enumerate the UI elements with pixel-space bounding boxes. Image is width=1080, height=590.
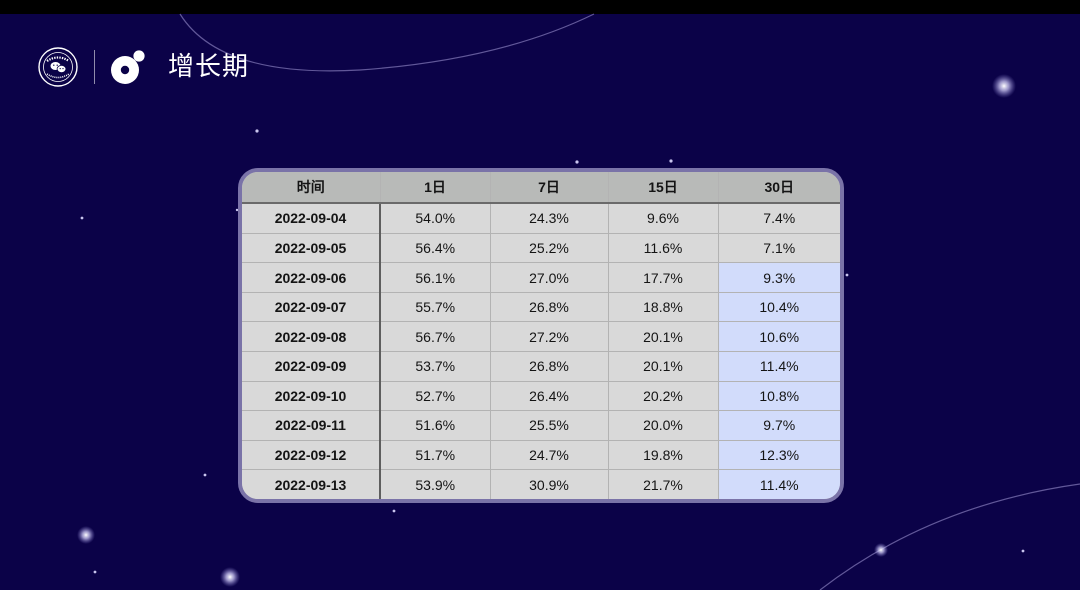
day30-cell: 7.1% bbox=[717, 232, 840, 264]
day7-cell: 27.2% bbox=[489, 321, 609, 352]
date-cell: 2022-09-13 bbox=[242, 469, 381, 499]
table-row: 2022-09-09 53.7% 26.8% 20.1% 11.4% bbox=[242, 350, 840, 382]
date-cell: 2022-09-04 bbox=[242, 202, 381, 234]
day15-cell: 9.6% bbox=[607, 202, 719, 234]
day7-cell: 26.4% bbox=[489, 380, 609, 412]
table-row: 2022-09-11 51.6% 25.5% 20.0% 9.7% bbox=[242, 410, 840, 441]
day30-cell: 9.7% bbox=[717, 410, 840, 441]
small-star bbox=[1021, 549, 1025, 553]
day1-cell: 51.7% bbox=[379, 439, 491, 471]
day30-cell: 11.4% bbox=[717, 350, 840, 382]
small-star bbox=[93, 570, 97, 574]
day30-cell: 10.8% bbox=[717, 380, 840, 412]
date-cell: 2022-09-10 bbox=[242, 380, 381, 412]
table-row: 2022-09-10 52.7% 26.4% 20.2% 10.8% bbox=[242, 380, 840, 412]
date-cell: 2022-09-09 bbox=[242, 350, 381, 382]
day15-cell: 11.6% bbox=[607, 232, 719, 264]
glow-star bbox=[992, 74, 1016, 98]
table-header-row: 时间 1日 7日 15日 30日 bbox=[242, 172, 840, 204]
day15-cell: 18.8% bbox=[607, 291, 719, 323]
column-header-day15: 15日 bbox=[607, 172, 719, 204]
retention-table-card: 时间 1日 7日 15日 30日 2022-09-04 54.0% 24.3% … bbox=[238, 168, 844, 503]
table-row: 2022-09-12 51.7% 24.7% 19.8% 12.3% bbox=[242, 439, 840, 471]
day7-cell: 25.5% bbox=[489, 410, 609, 441]
retention-table: 时间 1日 7日 15日 30日 2022-09-04 54.0% 24.3% … bbox=[242, 172, 840, 499]
day30-cell: 10.4% bbox=[717, 291, 840, 323]
day30-cell: 10.6% bbox=[717, 321, 840, 352]
small-star bbox=[669, 159, 673, 163]
day1-cell: 53.7% bbox=[379, 350, 491, 382]
column-header-day1: 1日 bbox=[379, 172, 491, 204]
glow-star bbox=[874, 543, 888, 557]
day1-cell: 53.9% bbox=[379, 469, 491, 499]
table-row: 2022-09-04 54.0% 24.3% 9.6% 7.4% bbox=[242, 202, 840, 234]
day1-cell: 56.7% bbox=[379, 321, 491, 352]
day15-cell: 20.0% bbox=[607, 410, 719, 441]
table-row: 2022-09-13 53.9% 30.9% 21.7% 11.4% bbox=[242, 469, 840, 499]
day15-cell: 20.2% bbox=[607, 380, 719, 412]
day15-cell: 19.8% bbox=[607, 439, 719, 471]
table-row: 2022-09-05 56.4% 25.2% 11.6% 7.1% bbox=[242, 232, 840, 264]
day1-cell: 51.6% bbox=[379, 410, 491, 441]
day30-cell: 9.3% bbox=[717, 262, 840, 293]
day15-cell: 20.1% bbox=[607, 350, 719, 382]
day1-cell: 52.7% bbox=[379, 380, 491, 412]
day15-cell: 17.7% bbox=[607, 262, 719, 293]
day1-cell: 54.0% bbox=[379, 202, 491, 234]
small-star bbox=[203, 473, 207, 477]
day30-cell: 7.4% bbox=[717, 202, 840, 234]
small-star bbox=[80, 216, 84, 220]
page-header: 增长期 bbox=[38, 44, 249, 90]
date-cell: 2022-09-12 bbox=[242, 439, 381, 471]
page-title: 增长期 bbox=[168, 52, 250, 82]
day7-cell: 27.0% bbox=[489, 262, 609, 293]
header-divider bbox=[94, 50, 95, 84]
glow-star bbox=[77, 526, 95, 544]
small-star bbox=[392, 509, 396, 513]
small-star bbox=[845, 273, 849, 277]
column-header-day30: 30日 bbox=[717, 172, 840, 204]
table-row: 2022-09-08 56.7% 27.2% 20.1% 10.6% bbox=[242, 321, 840, 352]
day15-cell: 21.7% bbox=[607, 469, 719, 499]
table-row: 2022-09-06 56.1% 27.0% 17.7% 9.3% bbox=[242, 262, 840, 293]
day1-cell: 56.4% bbox=[379, 232, 491, 264]
wechat-open-class-seal-icon bbox=[38, 47, 78, 87]
day15-cell: 20.1% bbox=[607, 321, 719, 352]
glow-star bbox=[220, 567, 240, 587]
day1-cell: 55.7% bbox=[379, 291, 491, 323]
day7-cell: 24.7% bbox=[489, 439, 609, 471]
top-black-bar bbox=[0, 0, 1080, 14]
day30-cell: 11.4% bbox=[717, 469, 840, 499]
day30-cell: 12.3% bbox=[717, 439, 840, 471]
date-cell: 2022-09-08 bbox=[242, 321, 381, 352]
brand-logo-icon bbox=[111, 50, 145, 84]
date-cell: 2022-09-05 bbox=[242, 232, 381, 264]
decorative-arc-bottom bbox=[819, 483, 1080, 590]
day1-cell: 56.1% bbox=[379, 262, 491, 293]
small-star bbox=[575, 160, 579, 164]
date-cell: 2022-09-06 bbox=[242, 262, 381, 293]
column-header-day7: 7日 bbox=[489, 172, 609, 204]
day7-cell: 26.8% bbox=[489, 350, 609, 382]
table-row: 2022-09-07 55.7% 26.8% 18.8% 10.4% bbox=[242, 291, 840, 323]
date-cell: 2022-09-07 bbox=[242, 291, 381, 323]
day7-cell: 25.2% bbox=[489, 232, 609, 264]
day7-cell: 30.9% bbox=[489, 469, 609, 499]
day7-cell: 26.8% bbox=[489, 291, 609, 323]
date-cell: 2022-09-11 bbox=[242, 410, 381, 441]
column-header-time: 时间 bbox=[242, 172, 381, 204]
day7-cell: 24.3% bbox=[489, 202, 609, 234]
small-star bbox=[255, 129, 259, 133]
